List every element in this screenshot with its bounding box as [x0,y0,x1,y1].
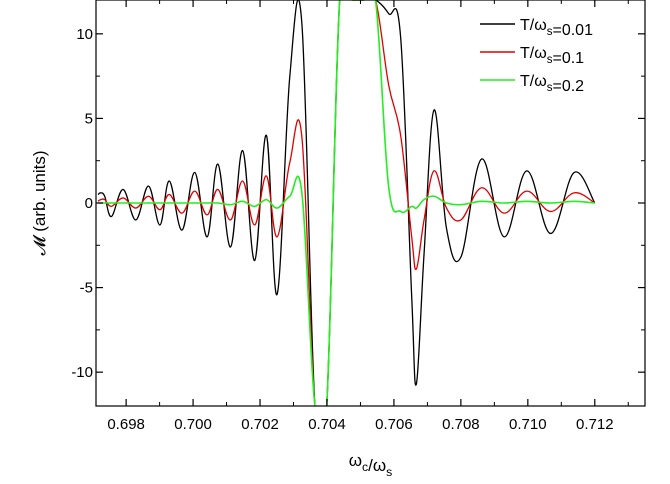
y-tick-label: 5 [85,110,93,127]
x-tick-label: 0.698 [107,416,145,433]
series-line-3 [98,0,595,406]
ticks-layer [96,0,645,406]
legend-label-1: T/ωs=0.01 [520,17,593,39]
x-tick-label: 0.708 [442,416,480,433]
x-tick-label: 0.710 [509,416,547,433]
x-axis-title: ωc/ωs [349,451,393,479]
x-tick-label: 0.704 [308,416,346,433]
y-tick-label: -10 [71,364,93,381]
y-axis-title: 𝓜 (arb. units) [30,150,49,255]
legend-label-3: T/ωs=0.2 [520,73,584,95]
series-layer [97,0,596,406]
labels-layer: 0.698 0.700 0.702 0.704 0.706 0.708 0.710 0.712… [30,26,614,479]
series-line-2 [97,0,596,406]
x-tick-label: 0.706 [375,416,413,433]
y-tick-label: 0 [85,195,93,212]
x-tick-label: 0.700 [174,416,212,433]
y-tick-label: -5 [80,280,93,297]
series-line-1 [97,0,596,406]
legend-label-2: T/ωs=0.1 [520,45,584,67]
legend: T/ωs=0.01 T/ωs=0.1 T/ωs=0.2 [480,17,593,95]
y-tick-label: 10 [76,26,93,43]
x-tick-label: 0.712 [576,416,614,433]
x-tick-label: 0.702 [241,416,279,433]
